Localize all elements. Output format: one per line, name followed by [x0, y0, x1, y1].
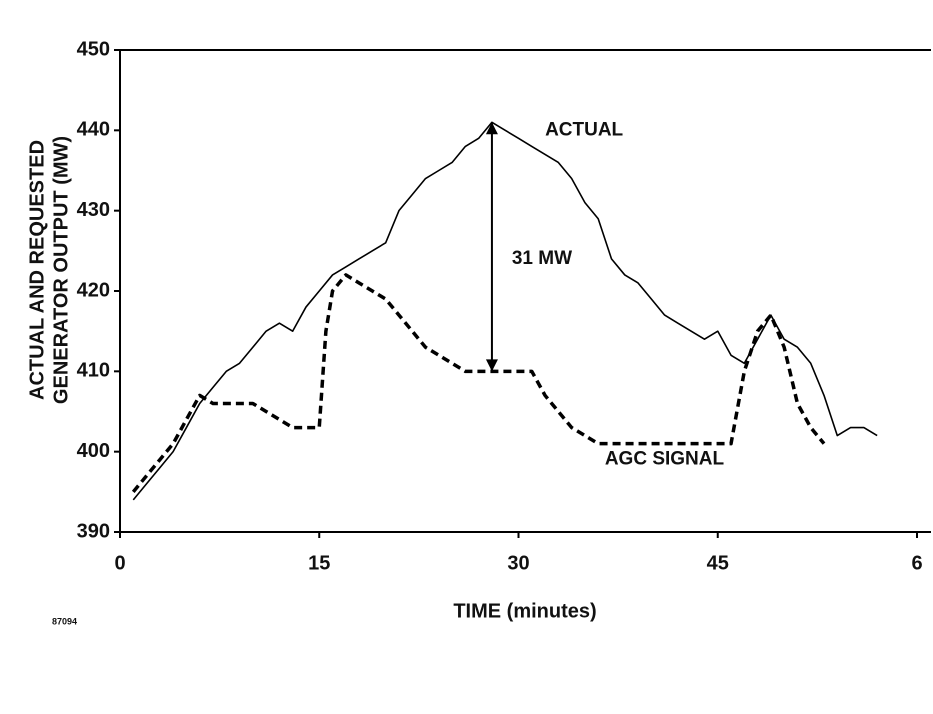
x-tick-label: 45	[707, 552, 729, 574]
y-axis-label: GENERATOR OUTPUT (MW)	[50, 136, 72, 404]
y-tick-label: 430	[77, 199, 110, 221]
series-line	[131, 273, 826, 493]
x-tick-label: 30	[507, 552, 529, 574]
x-tick-label: 6	[911, 552, 922, 574]
y-tick-label: 440	[77, 119, 110, 141]
y-tick-label: 390	[77, 520, 110, 542]
plot-frame	[119, 49, 931, 533]
arrow-head	[485, 359, 498, 372]
annotation: 31 MW	[512, 248, 572, 269]
series-line	[132, 121, 878, 501]
x-axis-label: TIME (minutes)	[453, 600, 596, 622]
arrow-head	[485, 122, 498, 135]
y-tick-label: 400	[77, 440, 110, 462]
x-tick-label: 0	[114, 552, 125, 574]
x-tick-label: 15	[308, 552, 330, 574]
annotation: ACTUAL	[545, 119, 623, 140]
y-tick-label: 450	[77, 38, 110, 60]
y-tick-label: 420	[77, 279, 110, 301]
figure-id: 87094	[52, 616, 77, 626]
y-axis-label: ACTUAL AND REQUESTED	[26, 140, 48, 400]
y-tick-label: 410	[77, 360, 110, 382]
annotation: AGC SIGNAL	[605, 449, 725, 470]
